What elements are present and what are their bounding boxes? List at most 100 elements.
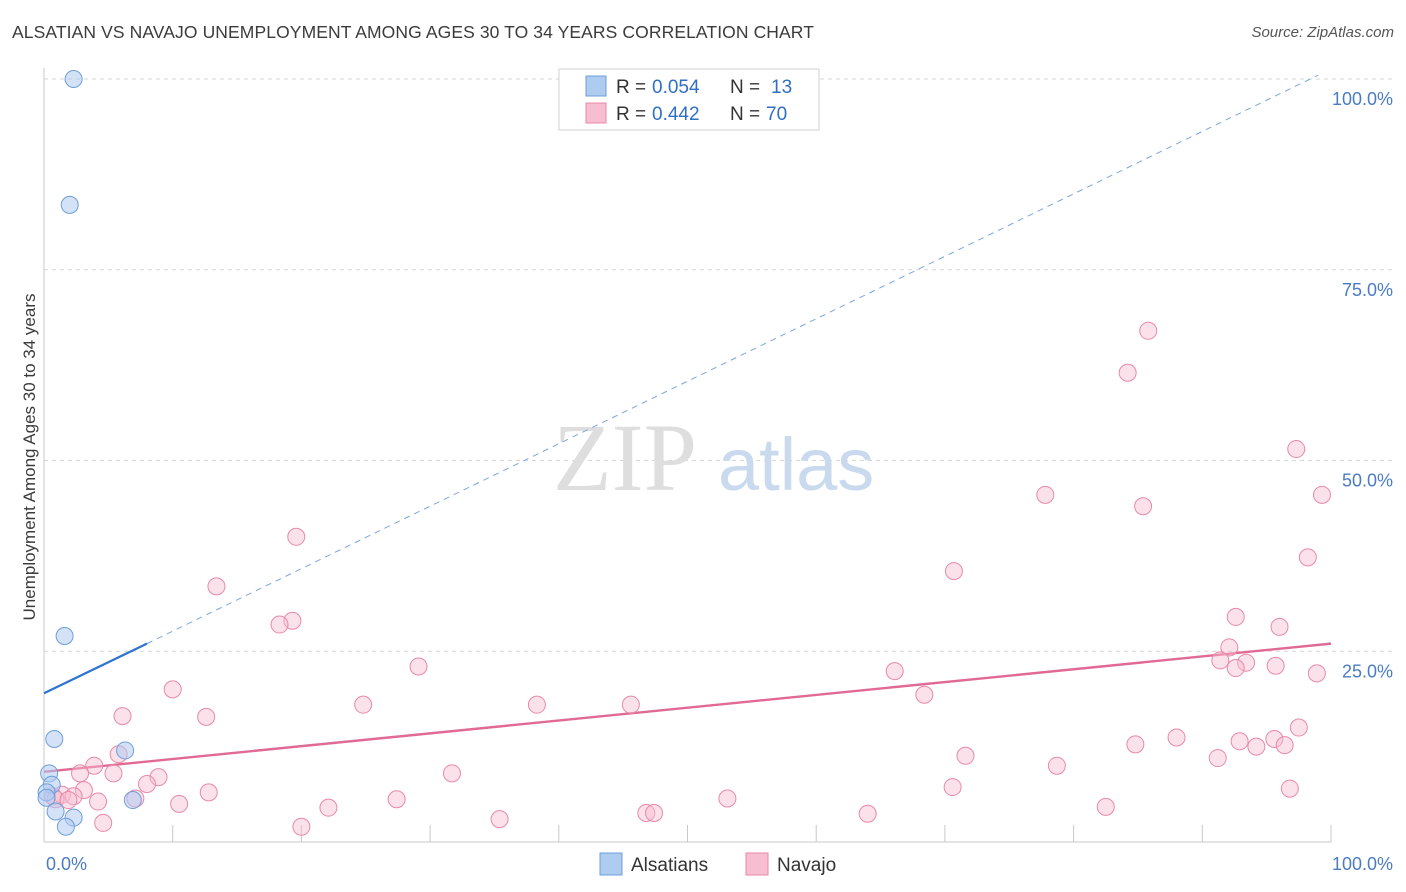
legend-n-label-navajo: N = [730, 104, 760, 125]
navajo-point-10 [1226, 607, 1245, 626]
navajo-point-28 [197, 707, 216, 726]
series-legend-label-navajo: Navajo [777, 855, 836, 876]
alsatians-point-8 [37, 788, 56, 807]
navajo-point-35 [1247, 737, 1266, 756]
y-tick-label-25: 25.0% [1342, 661, 1393, 681]
navajo-point-15 [409, 657, 428, 676]
navajo-point-31 [1126, 735, 1145, 754]
series-legend-label-alsatians: Alsatians [631, 855, 708, 876]
alsatians-point-2 [55, 626, 74, 645]
navajo-point-49 [1280, 779, 1299, 798]
data-points [37, 70, 1331, 836]
trend-lines [43, 74, 1332, 773]
navajo-point-34 [1275, 736, 1294, 755]
navajo-point-61 [1096, 797, 1115, 816]
alsatians-point-3 [45, 729, 64, 748]
legend-n-label-alsatians: N = [730, 77, 760, 98]
grid [44, 78, 1394, 652]
alsatians-point-10 [46, 802, 65, 821]
navajo-point-26 [621, 695, 640, 714]
navajo-point-33 [1230, 732, 1249, 751]
navajo-point-14 [1220, 638, 1239, 657]
correlation-legend: R = 0.054 N = 13 R = 0.442 N = 70 [558, 68, 820, 131]
navajo-point-63 [645, 804, 664, 823]
legend-r-label-navajo: R = [616, 104, 646, 125]
navajo-point-66 [94, 813, 113, 832]
watermark-atlas: atlas [718, 423, 874, 506]
navajo-point-25 [527, 695, 546, 714]
navajo-point-22 [163, 680, 182, 699]
alsatians-point-4 [116, 741, 135, 760]
navajo-point-54 [59, 791, 78, 810]
navajo-point-40 [1047, 756, 1066, 775]
navajo-point-0 [1139, 321, 1158, 340]
navajo-point-37 [956, 746, 975, 765]
navajo-point-58 [387, 790, 406, 809]
alsatians-trend-line [43, 642, 148, 695]
navajo-point-56 [89, 792, 108, 811]
series-legend: Alsatians Navajo [599, 852, 836, 876]
navajo-point-13 [1270, 617, 1289, 636]
x-tick-label-max: 100.0% [1332, 854, 1393, 874]
navajo-point-64 [858, 804, 877, 823]
chart-title: ALSATIAN VS NAVAJO UNEMPLOYMENT AMONG AG… [12, 22, 815, 42]
alsatians-point-1 [60, 195, 79, 214]
legend-n-value-alsatians: 13 [771, 77, 792, 98]
navajo-point-67 [292, 817, 311, 836]
navajo-point-6 [287, 527, 306, 546]
y-tick-label-100: 100.0% [1332, 89, 1393, 109]
y-tick-label-50: 50.0% [1342, 471, 1393, 491]
navajo-point-24 [354, 695, 373, 714]
navajo-point-65 [490, 810, 509, 829]
alsatians-point-12 [56, 817, 75, 836]
navajo-point-2 [1287, 440, 1306, 459]
navajo-point-57 [170, 794, 189, 813]
navajo-point-62 [637, 804, 656, 823]
axes: 25.0% 50.0% 75.0% 100.0% 0.0% 100.0% Unemploym… [20, 68, 1393, 874]
alsatians-point-9 [123, 791, 142, 810]
x-tick-label-min: 0.0% [46, 854, 87, 874]
navajo-point-5 [1134, 497, 1153, 516]
series-legend-swatch-alsatians [599, 852, 623, 876]
y-tick-label-75: 75.0% [1342, 280, 1393, 300]
series-legend-swatch-navajo [745, 852, 769, 876]
navajo-point-7 [1298, 548, 1317, 567]
navajo-point-12 [270, 615, 289, 634]
navajo-point-27 [113, 707, 132, 726]
navajo-point-60 [319, 798, 338, 817]
navajo-point-8 [944, 562, 963, 581]
navajo-point-21 [1307, 664, 1326, 683]
navajo-point-19 [1226, 659, 1245, 678]
navajo-point-41 [71, 764, 90, 783]
legend-n-value-navajo: 70 [766, 104, 787, 125]
alsatians-point-0 [64, 70, 83, 88]
legend-r-label-alsatians: R = [616, 77, 646, 98]
navajo-point-42 [104, 764, 123, 783]
navajo-point-4 [1312, 485, 1331, 504]
legend-r-value-navajo: 0.442 [652, 104, 700, 125]
navajo-point-29 [1289, 718, 1308, 737]
navajo-point-38 [1208, 749, 1227, 768]
navajo-point-1 [1118, 363, 1137, 382]
watermark: ZIP atlas [553, 404, 874, 511]
navajo-point-59 [718, 789, 737, 808]
navajo-point-45 [137, 775, 156, 794]
navajo-point-32 [1265, 729, 1284, 748]
navajo-point-17 [1237, 653, 1256, 672]
navajo-point-46 [74, 781, 93, 800]
navajo-point-20 [885, 662, 904, 681]
navajo-point-48 [943, 778, 962, 797]
navajo-point-16 [1211, 651, 1230, 670]
watermark-zip: ZIP [553, 404, 697, 511]
navajo-point-47 [199, 783, 218, 802]
navajo-point-30 [1167, 728, 1186, 747]
navajo-trend-line [43, 642, 1332, 773]
legend-swatch-alsatians [585, 75, 607, 97]
navajo-point-39 [85, 756, 104, 775]
navajo-point-43 [442, 764, 461, 783]
alsatians-trend-extension [146, 74, 1319, 645]
navajo-point-9 [207, 577, 226, 596]
legend-swatch-navajo [585, 102, 607, 124]
navajo-point-3 [1036, 485, 1055, 504]
